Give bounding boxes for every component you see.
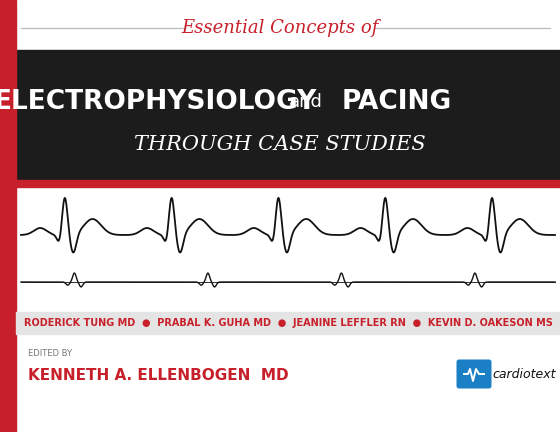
Text: Essential Concepts of: Essential Concepts of	[181, 19, 379, 37]
Bar	[0, 0, 16, 432]
Text: THROUGH CASE STUDIES: THROUGH CASE STUDIES	[134, 136, 426, 155]
Text: RODERICK TUNG MD  ●  PRABAL K. GUHA MD  ●  JEANINE LEFFLER RN  ●  KEVIN D. OAKES: RODERICK TUNG MD ● PRABAL K. GUHA MD ● J…	[24, 318, 552, 328]
Text: and: and	[289, 93, 323, 111]
Text: cardiotext: cardiotext	[492, 368, 556, 381]
Text: KENNETH A. ELLENBOGEN  MD: KENNETH A. ELLENBOGEN MD	[28, 368, 288, 384]
Text: EDITED BY: EDITED BY	[28, 349, 72, 359]
Text: PACING: PACING	[342, 89, 452, 115]
Bar	[16, 312, 560, 334]
Bar	[0, 50, 560, 180]
Text: ELECTROPHYSIOLOGY: ELECTROPHYSIOLOGY	[0, 89, 317, 115]
FancyBboxPatch shape	[456, 359, 492, 388]
Bar	[0, 180, 560, 187]
